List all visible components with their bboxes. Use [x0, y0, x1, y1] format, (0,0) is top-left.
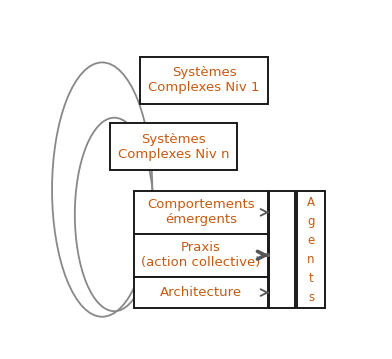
Text: Architecture: Architecture	[160, 286, 242, 299]
FancyBboxPatch shape	[297, 191, 325, 308]
Text: A
g
e
n
t
s: A g e n t s	[307, 196, 315, 304]
Text: Praxis
(action collective): Praxis (action collective)	[141, 241, 261, 269]
FancyBboxPatch shape	[140, 57, 268, 104]
FancyBboxPatch shape	[134, 277, 268, 308]
Text: Comportements
émergents: Comportements émergents	[147, 199, 255, 227]
FancyBboxPatch shape	[110, 123, 237, 170]
FancyBboxPatch shape	[269, 191, 295, 308]
FancyBboxPatch shape	[134, 191, 268, 234]
Text: Systèmes
Complexes Niv 1: Systèmes Complexes Niv 1	[148, 66, 260, 94]
FancyBboxPatch shape	[134, 234, 268, 277]
Text: Systèmes
Complexes Niv n: Systèmes Complexes Niv n	[118, 133, 229, 161]
